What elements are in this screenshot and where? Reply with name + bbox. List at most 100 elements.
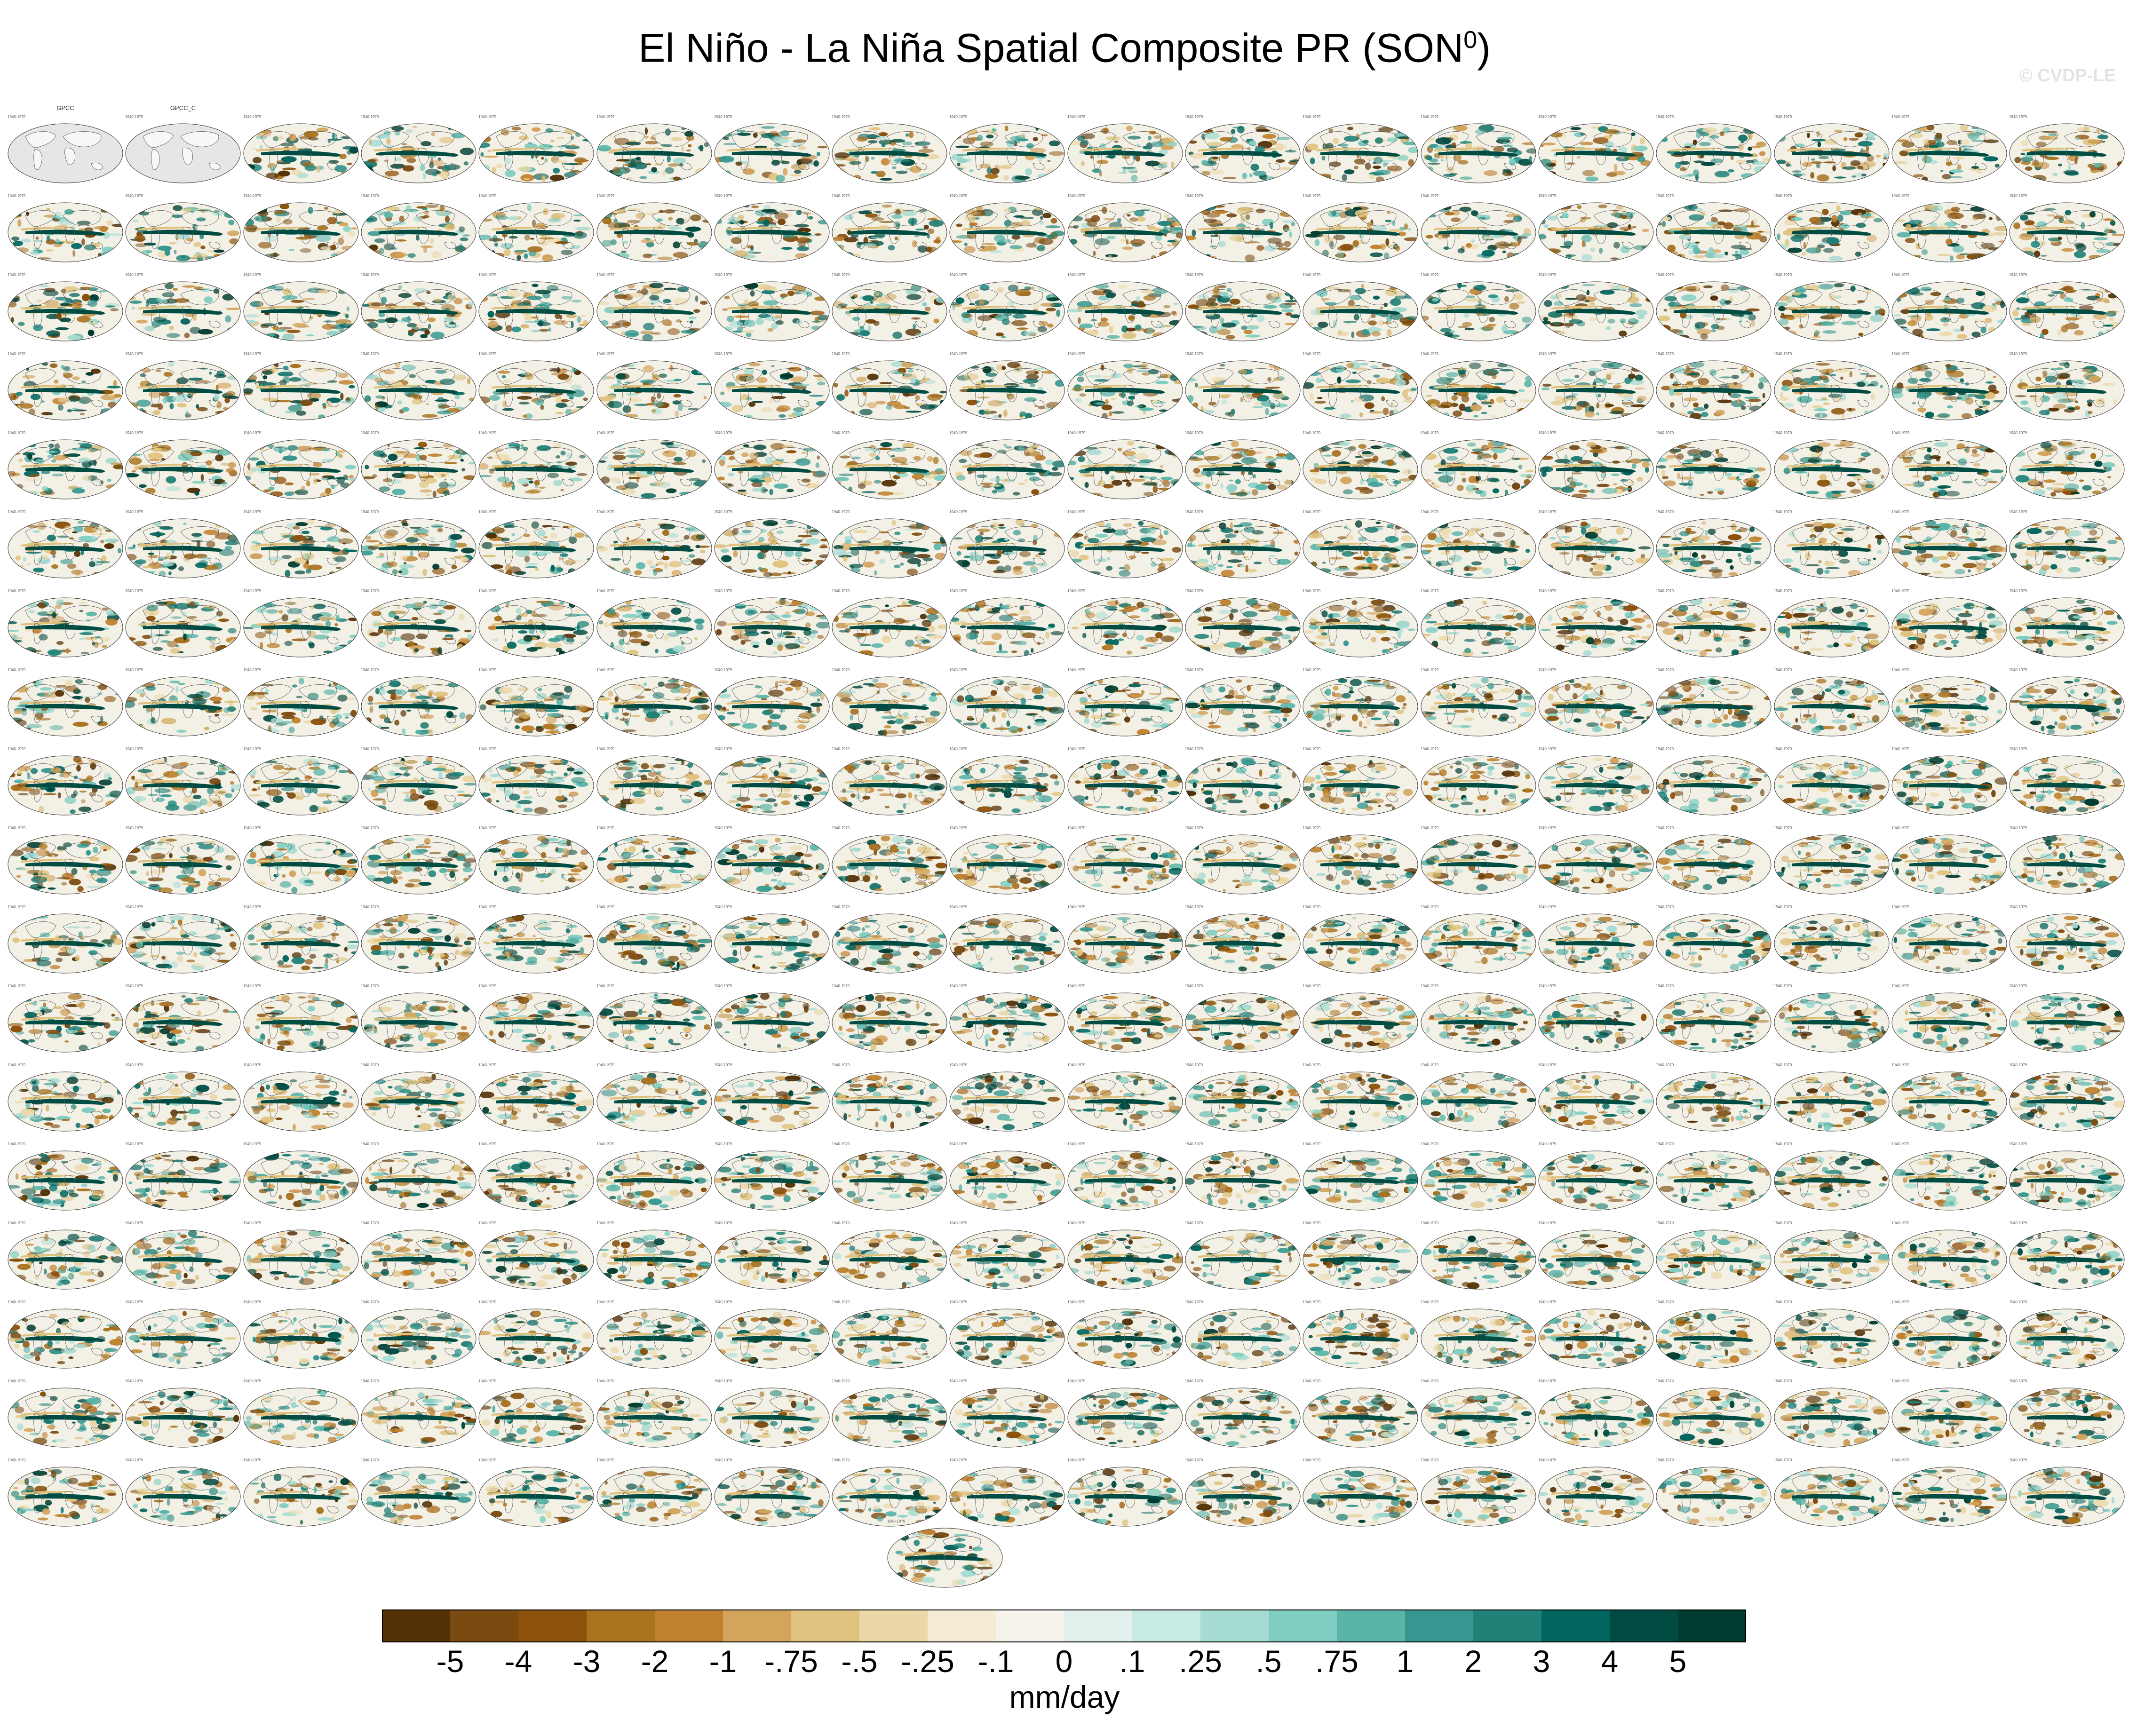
figure-title: El Niño - La Niña Spatial Composite PR (… — [0, 14, 2129, 74]
map-panel-period: 1940-1979 — [1067, 352, 1085, 356]
map-panel-period: 1940-1979 — [125, 273, 143, 277]
global-map — [1303, 755, 1418, 816]
global-map — [1303, 439, 1418, 499]
map-panel-period: 1940-1979 — [714, 273, 732, 277]
map-panel-period: 1940-1979 — [1185, 1300, 1203, 1304]
map-panel-period: 1940-1979 — [125, 1300, 143, 1304]
global-map — [1185, 834, 1301, 895]
map-panel: 1940-1979 — [596, 341, 713, 424]
map-panel: 1940-1979 — [1891, 579, 2008, 661]
map-panel: 1940-1979 — [124, 737, 242, 819]
global-map — [1067, 913, 1183, 974]
colorbar-tick-label: -.75 — [764, 1642, 818, 1680]
map-panel: 1940-1979 — [713, 974, 831, 1056]
map-panel: 1940-1979 — [831, 104, 948, 187]
global-map — [1303, 1229, 1418, 1290]
map-panel: 1940-1979 — [1302, 658, 1419, 740]
map-panel-period: 1940-1979 — [1067, 668, 1085, 672]
map-panel: 1940-1979 — [124, 816, 242, 898]
colorbar-tick-label: -.5 — [841, 1642, 877, 1680]
global-map — [832, 1387, 947, 1448]
global-map — [1656, 913, 1772, 974]
map-panel-period: 1940-1979 — [1185, 668, 1203, 672]
map-panel-period: 1940-1979 — [478, 352, 496, 356]
map-panel: 1940-1979 — [360, 658, 477, 740]
map-panel-period: 1940-1979 — [832, 747, 850, 751]
map-panel-period: 1940-1979 — [361, 115, 379, 119]
global-map — [1656, 597, 1772, 658]
map-panel-period: 1940-1979 — [2009, 826, 2027, 830]
colorbar — [382, 1609, 1746, 1642]
map-panel-period: 1940-1979 — [8, 1458, 25, 1462]
map-panel-period: 1940-1979 — [714, 747, 732, 751]
global-map — [1538, 1229, 1654, 1290]
map-panel: 1940-1979 — [1184, 104, 1302, 187]
map-panel: 1940-1979 — [477, 579, 595, 661]
global-map — [8, 1071, 123, 1132]
global-map — [1067, 755, 1183, 816]
global-map — [478, 518, 594, 579]
map-panel: 1940-1979 — [1773, 1053, 1891, 1135]
map-panel-period: 1940-1979 — [1538, 194, 1556, 198]
map-panel-period: 1940-1979 — [596, 510, 614, 514]
global-map — [1067, 597, 1183, 658]
global-map — [8, 1150, 123, 1211]
global-map — [1891, 439, 2007, 499]
map-panel: 1940-1979 — [831, 895, 948, 977]
global-map — [714, 123, 830, 183]
global-map — [1067, 834, 1183, 895]
map-panel-period: 1940-1979 — [243, 984, 261, 988]
map-panel-period: 1940-1979 — [596, 668, 614, 672]
colorbar-tick-label: 5 — [1669, 1642, 1687, 1680]
map-panel-period: 1940-1979 — [1538, 273, 1556, 277]
map-panel: 1940-1979 — [1420, 658, 1537, 740]
global-map — [125, 123, 241, 183]
map-panel: 1940-1979 — [1066, 658, 1184, 740]
map-panel: 1940-1979 — [713, 1290, 831, 1372]
global-map — [361, 123, 477, 183]
global-map — [8, 676, 123, 737]
map-panel: 1940-1979 — [831, 1369, 948, 1451]
map-panel-period: 1940-1979 — [8, 431, 25, 435]
map-panel-period: 1940-1979 — [125, 1221, 143, 1225]
global-map — [832, 1466, 947, 1527]
map-panel-period: 1940-1979 — [1067, 1458, 1085, 1462]
map-panel-period: 1940-1979 — [1656, 589, 1674, 593]
map-panel-period: 1940-1979 — [1538, 826, 1556, 830]
map-panel: 1940-1979 — [360, 183, 477, 266]
map-panel-period: 1940-1979 — [2009, 273, 2027, 277]
global-map — [8, 518, 123, 579]
map-panel: 1940-1979 — [2008, 183, 2126, 266]
map-panel: 1940-1979 — [948, 1448, 1066, 1530]
colorbar-swatch — [1541, 1609, 1610, 1642]
global-map — [1185, 1308, 1301, 1369]
map-panel-period: 1940-1979 — [8, 1063, 25, 1067]
global-map — [1538, 281, 1654, 341]
map-panel-period: 1940-1979 — [1774, 905, 1792, 909]
map-panel-period: 1940-1979 — [243, 589, 261, 593]
map-panel-period: 1940-1979 — [832, 194, 850, 198]
colorbar-swatch — [1064, 1609, 1133, 1642]
global-map — [243, 1229, 359, 1290]
map-panel: 1940-1979 — [831, 816, 948, 898]
global-map — [1067, 281, 1183, 341]
global-map — [1538, 992, 1654, 1053]
map-panel-period: 1940-1979 — [243, 273, 261, 277]
map-panel-period: 1940-1979 — [1891, 1142, 1909, 1146]
map-panel-period: 1940-1979 — [125, 747, 143, 751]
map-panel-period: 1940-1979 — [832, 826, 850, 830]
global-map — [125, 834, 241, 895]
global-map — [1303, 1150, 1418, 1211]
map-panel-period: 1940-1979 — [2009, 747, 2027, 751]
map-panel: 1940-1979 — [1066, 579, 1184, 661]
map-panel: 1940-1979 — [948, 104, 1066, 187]
map-panel: 1940-1979 — [1066, 1448, 1184, 1530]
map-panel-period: 1940-1979 — [1538, 984, 1556, 988]
map-panel-period: 1940-1979 — [596, 1379, 614, 1383]
map-panel-period: 1940-1979 — [243, 1221, 261, 1225]
map-panel-period: 1940-1979 — [243, 1379, 261, 1383]
map-panel-period: 1940-1979 — [125, 431, 143, 435]
global-map — [1421, 1150, 1536, 1211]
map-panel-period: 1940-1979 — [361, 431, 379, 435]
map-panel: 1940-1979 — [596, 183, 713, 266]
